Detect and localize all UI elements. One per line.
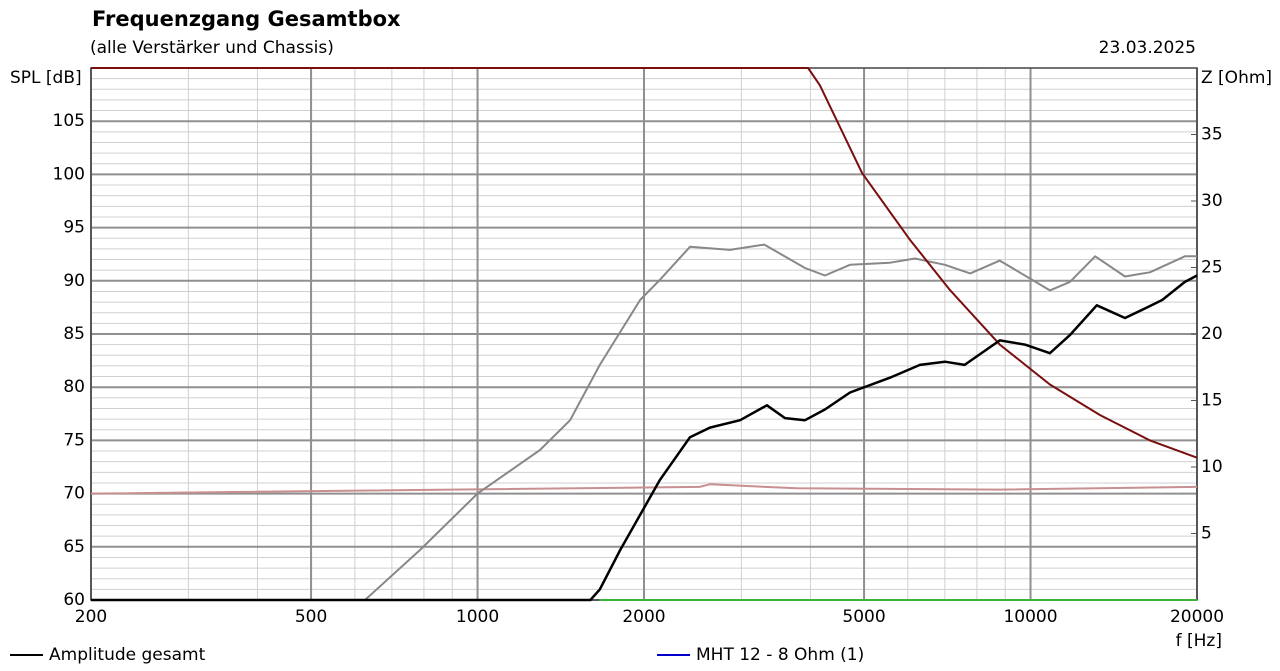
y-tick-label: 75 <box>63 430 85 450</box>
y-tick-label: 70 <box>63 484 85 504</box>
chart-date: 23.03.2025 <box>1099 38 1196 58</box>
y-tick-label: 85 <box>63 324 85 344</box>
y-tick-label: 90 <box>63 271 85 291</box>
y-tick-label: 100 <box>53 164 85 184</box>
data-line <box>91 274 1198 602</box>
y2-tick-label: 10 <box>1201 457 1223 477</box>
x-tick-label: 500 <box>295 607 327 627</box>
x-tick-label: 5000 <box>842 607 885 627</box>
y-tick-label: 105 <box>53 111 85 131</box>
y-tick-label: 95 <box>63 218 85 238</box>
x-tick-label: 1000 <box>456 607 499 627</box>
x-tick-label: 20000 <box>1170 607 1224 627</box>
data-line <box>91 67 1198 459</box>
x-tick-label: 10000 <box>1003 607 1057 627</box>
chart-subtitle: (alle Verstärker und Chassis) <box>90 38 334 58</box>
data-line <box>90 483 1198 495</box>
x-tick-label: 2000 <box>622 607 665 627</box>
y2-tick-label: 5 <box>1201 524 1212 544</box>
x-axis-label: f [Hz] <box>1176 631 1222 651</box>
legend-label: MHT 12 - 8 Ohm (1) <box>696 645 864 665</box>
y-tick-label: 65 <box>63 537 85 557</box>
y2-tick-label: 35 <box>1201 125 1223 145</box>
legend-label: Amplitude gesamt <box>49 645 206 665</box>
x-tick-label: 200 <box>75 607 107 627</box>
chart-title: Frequenzgang Gesamtbox <box>92 7 401 31</box>
y-tick-label: 60 <box>63 590 85 610</box>
y2-tick-label: 30 <box>1201 191 1223 211</box>
y2-tick-label: 15 <box>1201 391 1223 411</box>
y2-tick-label: 20 <box>1201 324 1223 344</box>
y-axis-label: SPL [dB] <box>10 68 82 88</box>
data-line <box>364 243 1197 601</box>
y2-axis-label: Z [Ohm] <box>1201 68 1272 88</box>
y2-tick-label: 25 <box>1201 258 1223 278</box>
y-tick-label: 80 <box>63 377 85 397</box>
